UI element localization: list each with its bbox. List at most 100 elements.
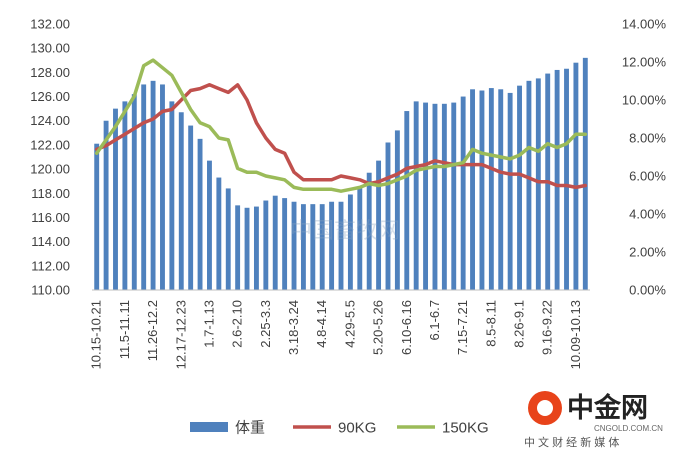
line-150kg bbox=[94, 58, 588, 193]
bar-weight bbox=[235, 205, 241, 290]
bar-weight bbox=[347, 194, 353, 290]
bar-weight bbox=[310, 204, 316, 290]
bar-weight bbox=[573, 62, 579, 290]
bar-weight bbox=[385, 142, 391, 290]
right-tick-label: 6.00% bbox=[629, 169, 666, 184]
bar-weight bbox=[329, 201, 335, 290]
x-tick-label: 3.18-3.24 bbox=[286, 300, 301, 355]
x-tick-label: 1.7-1.13 bbox=[201, 300, 216, 348]
left-tick-label: 114.00 bbox=[31, 234, 70, 249]
left-axis: 110.00 112.00 114.00 116.00 118.00 120.00 122.… bbox=[30, 17, 70, 298]
bar-weight bbox=[207, 160, 212, 290]
bar-weight bbox=[131, 94, 137, 290]
bar-weight bbox=[554, 69, 560, 290]
x-tick-label: 11.26-12.2 bbox=[145, 300, 160, 361]
bar-weight bbox=[451, 102, 457, 290]
bar-weight bbox=[526, 80, 532, 290]
left-tick-label: 112.00 bbox=[31, 258, 70, 273]
logo-title: 中金网 bbox=[567, 392, 648, 423]
bar-weight bbox=[244, 207, 250, 290]
right-tick-label: 2.00% bbox=[629, 245, 666, 260]
bar-weight bbox=[498, 89, 504, 290]
bar-weight bbox=[253, 206, 259, 290]
left-tick-label: 122.00 bbox=[30, 137, 70, 152]
x-tick-label: 12.17-12.23 bbox=[173, 300, 188, 369]
bar-series-weight bbox=[94, 57, 588, 291]
bar-weight bbox=[423, 102, 429, 290]
legend-swatch-bar bbox=[190, 422, 228, 432]
logo-url: CNGOLD.COM.CN bbox=[594, 424, 663, 433]
bar-weight bbox=[470, 89, 475, 290]
x-axis: 10.15-10.21 11.5-11.11 11.26-12.2 12.17-12.… bbox=[89, 289, 590, 369]
left-tick-label: 120.00 bbox=[30, 162, 70, 177]
x-tick-label: 11.5-11.11 bbox=[117, 300, 132, 359]
bar-weight bbox=[488, 88, 494, 290]
cngold-logo-icon-inner bbox=[537, 400, 553, 416]
bar-weight bbox=[188, 125, 194, 290]
x-tick-label: 7.15-7.21 bbox=[455, 300, 470, 355]
bar-weight bbox=[357, 187, 363, 290]
legend-label: 150KG bbox=[442, 420, 489, 437]
bar-weight bbox=[441, 103, 447, 290]
bar-weight bbox=[263, 200, 269, 290]
left-tick-label: 126.00 bbox=[30, 89, 70, 104]
x-tick-label: 4.29-5.5 bbox=[342, 300, 357, 348]
legend-label: 体重 bbox=[235, 420, 265, 437]
bar-weight bbox=[404, 111, 410, 290]
bar-weight bbox=[291, 201, 297, 290]
x-tick-label: 9.16-9.22 bbox=[540, 300, 555, 355]
right-tick-label: 12.00% bbox=[622, 55, 667, 70]
line-series-group bbox=[94, 58, 588, 193]
bar-weight bbox=[564, 68, 569, 291]
bar-weight bbox=[479, 90, 485, 290]
bar-weight bbox=[225, 188, 231, 290]
right-tick-label: 14.00% bbox=[622, 17, 667, 32]
left-tick-label: 116.00 bbox=[31, 210, 70, 225]
bar-weight bbox=[394, 130, 400, 290]
left-tick-label: 118.00 bbox=[31, 186, 70, 201]
logo-slogan: 中 文 财 经 新 媒 体 bbox=[524, 435, 619, 449]
legend: 体重 90KG 150KG bbox=[190, 420, 489, 437]
bar-weight bbox=[282, 198, 288, 290]
bar-weight bbox=[160, 84, 165, 290]
x-tick-label: 6.10-6.16 bbox=[399, 300, 414, 355]
line-90kg bbox=[94, 83, 588, 190]
bar-weight bbox=[535, 78, 541, 290]
legend-label: 90KG bbox=[338, 420, 376, 437]
left-tick-label: 110.00 bbox=[31, 283, 70, 298]
bar-weight bbox=[582, 57, 588, 290]
bar-weight bbox=[197, 138, 203, 290]
bar-weight bbox=[141, 84, 147, 290]
right-tick-label: 0.00% bbox=[629, 283, 666, 298]
bar-weight bbox=[517, 85, 522, 290]
left-tick-label: 130.00 bbox=[30, 41, 70, 56]
right-tick-label: 8.00% bbox=[629, 131, 666, 146]
x-tick-label: 8.26-9.1 bbox=[512, 300, 527, 348]
bar-weight bbox=[150, 80, 156, 290]
left-tick-label: 128.00 bbox=[30, 65, 70, 80]
left-tick-label: 124.00 bbox=[30, 113, 70, 128]
right-tick-label: 10.00% bbox=[622, 93, 667, 108]
x-tick-label: 5.20-5.26 bbox=[371, 300, 386, 355]
watermark-center-text: 中国畜牧网 bbox=[290, 218, 400, 243]
bar-weight bbox=[366, 172, 372, 290]
x-tick-label: 10.09-10.13 bbox=[568, 300, 583, 369]
bar-weight bbox=[272, 195, 278, 290]
bar-weight bbox=[216, 177, 222, 290]
bar-weight bbox=[432, 103, 438, 290]
x-tick-label: 4.8-4.14 bbox=[314, 300, 329, 348]
x-tick-label: 2.25-3.3 bbox=[258, 300, 273, 348]
bar-weight bbox=[103, 120, 109, 290]
bar-weight bbox=[460, 96, 466, 290]
bar-weight bbox=[94, 143, 100, 290]
bar-weight bbox=[507, 92, 513, 290]
right-tick-label: 4.00% bbox=[629, 207, 666, 222]
bar-weight bbox=[413, 101, 419, 290]
bar-weight bbox=[376, 160, 382, 290]
bar-weight bbox=[178, 112, 184, 290]
bar-weight bbox=[300, 204, 306, 290]
bar-weight bbox=[169, 101, 175, 290]
x-tick-label: 2.6-2.10 bbox=[230, 300, 245, 348]
